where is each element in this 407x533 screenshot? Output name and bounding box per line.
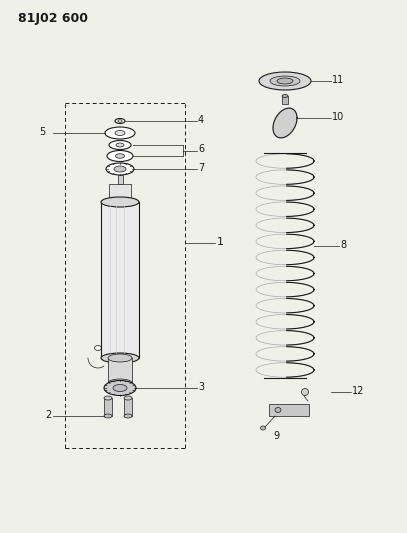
Bar (109, 184, 131, 202)
Text: 6: 6 (198, 144, 204, 155)
Ellipse shape (270, 76, 300, 86)
Bar (101, 202, 139, 358)
Ellipse shape (282, 94, 288, 98)
Text: 5: 5 (39, 127, 45, 137)
Bar (104, 398, 112, 416)
Ellipse shape (124, 396, 132, 400)
Text: 4: 4 (198, 115, 204, 125)
Ellipse shape (105, 127, 135, 139)
Ellipse shape (101, 353, 139, 363)
Text: 1: 1 (217, 237, 224, 247)
Text: 11: 11 (332, 75, 344, 85)
Ellipse shape (108, 354, 132, 362)
Text: 10: 10 (332, 112, 344, 122)
Ellipse shape (104, 414, 112, 418)
Ellipse shape (302, 389, 309, 395)
Bar (282, 96, 288, 104)
Ellipse shape (106, 163, 134, 175)
Bar (124, 398, 132, 416)
Bar (108, 358, 132, 383)
Ellipse shape (104, 396, 112, 400)
Text: 2: 2 (45, 410, 51, 420)
Ellipse shape (116, 154, 125, 158)
Ellipse shape (109, 141, 131, 149)
Bar (118, 175, 123, 184)
Ellipse shape (104, 381, 136, 395)
Ellipse shape (115, 131, 125, 135)
Text: 81J02 600: 81J02 600 (18, 12, 88, 25)
Ellipse shape (116, 143, 124, 147)
Text: 9: 9 (273, 431, 279, 441)
Ellipse shape (113, 384, 127, 392)
Text: 3: 3 (198, 382, 204, 392)
Ellipse shape (259, 72, 311, 90)
Polygon shape (273, 108, 297, 138)
FancyBboxPatch shape (269, 404, 309, 416)
Ellipse shape (108, 379, 132, 387)
Ellipse shape (101, 197, 139, 207)
Ellipse shape (114, 166, 126, 172)
Text: 8: 8 (340, 239, 346, 249)
Ellipse shape (275, 408, 281, 413)
Ellipse shape (124, 414, 132, 418)
Text: 7: 7 (198, 163, 204, 173)
Ellipse shape (260, 426, 265, 430)
Ellipse shape (107, 150, 133, 161)
Text: 12: 12 (352, 386, 364, 396)
Ellipse shape (109, 198, 131, 206)
Ellipse shape (277, 78, 293, 84)
